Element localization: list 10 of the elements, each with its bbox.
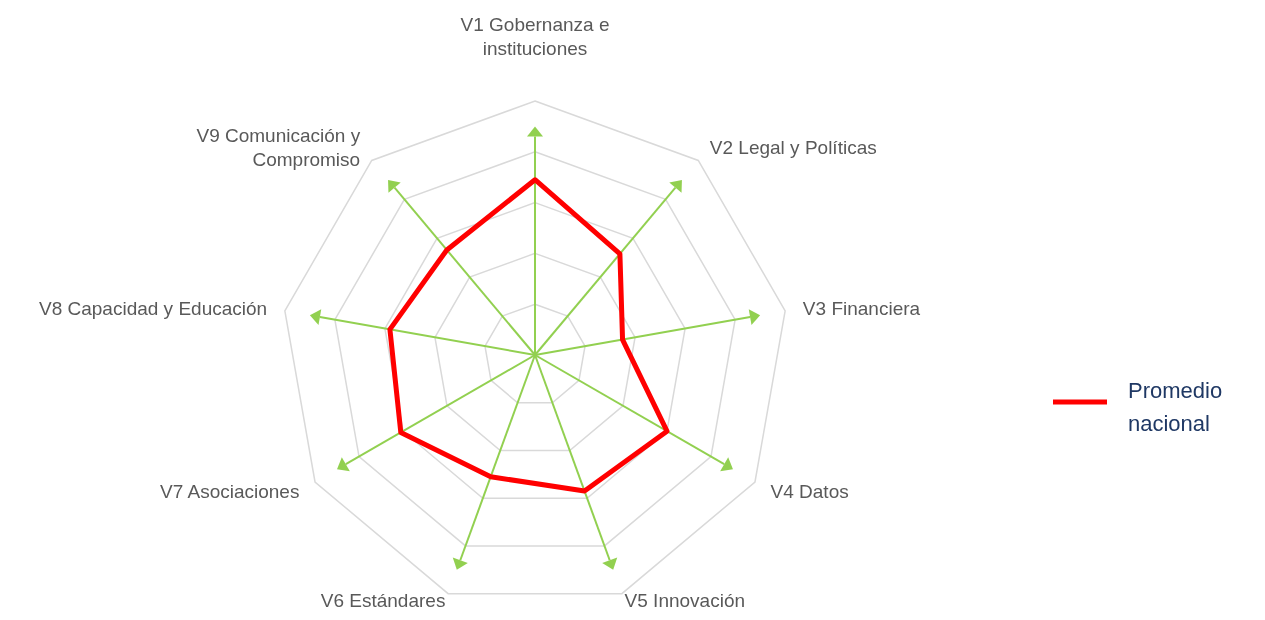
spoke-label: V2 Legal y Políticas	[709, 136, 877, 158]
spoke-label: V4 Datos	[770, 481, 849, 502]
legend-label: Promedio nacional	[1128, 378, 1223, 436]
spoke-label: V3 Financiera	[802, 297, 921, 319]
spoke-label: V8 Capacidad y Educación	[38, 297, 268, 319]
spoke-label: V6 Estándares	[320, 590, 446, 612]
spoke-label: V9 Comunicación y Compromiso	[196, 124, 361, 170]
spoke-label: V1 Gobernanza e instituciones	[460, 14, 610, 59]
spoke-label: V7 Asociaciones	[160, 481, 300, 502]
spoke-label: V5 Innovación	[624, 590, 746, 612]
